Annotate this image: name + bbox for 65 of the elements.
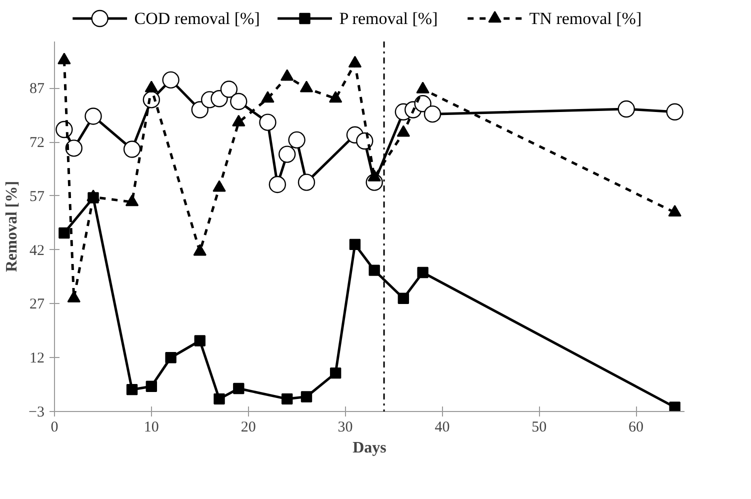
point — [259, 114, 276, 131]
y-tick-label: 12 — [30, 350, 44, 367]
point — [416, 82, 430, 94]
point — [220, 80, 238, 98]
x-tick-label: 30 — [338, 420, 353, 436]
point — [233, 382, 244, 394]
x-tick-label: 40 — [434, 420, 450, 436]
point — [123, 140, 141, 158]
point — [193, 244, 206, 256]
point — [212, 180, 226, 192]
y-tick-label: 72 — [30, 135, 44, 152]
point — [666, 103, 684, 120]
legend-label: P removal [%] — [339, 9, 438, 28]
point — [298, 174, 316, 191]
y-tick-label: −3 — [28, 404, 45, 420]
point — [330, 367, 342, 379]
point — [424, 105, 442, 123]
point — [368, 264, 380, 276]
point — [191, 101, 208, 118]
point — [268, 176, 286, 194]
point — [328, 91, 342, 103]
point — [65, 140, 82, 157]
y-tick-label: 57 — [30, 188, 45, 205]
point — [396, 125, 410, 137]
point — [280, 69, 294, 81]
x-tick-label: 20 — [240, 420, 256, 436]
point — [348, 56, 362, 68]
x-axis-title: Days — [352, 440, 386, 456]
y-tick-label: 42 — [30, 242, 44, 259]
point — [165, 352, 176, 364]
point — [349, 238, 361, 250]
legend-label: TN removal [%] — [529, 9, 642, 28]
point — [300, 391, 312, 402]
point — [214, 393, 225, 405]
point — [144, 80, 158, 92]
point — [668, 204, 682, 217]
point — [618, 100, 635, 118]
point — [146, 380, 158, 392]
y-axis-title: Removal [%] — [4, 180, 21, 272]
x-tick-label: 50 — [532, 420, 547, 436]
point — [288, 131, 306, 149]
y-tick-label: 87 — [30, 81, 45, 98]
y-tick-label: 27 — [30, 296, 45, 313]
point — [261, 91, 274, 103]
point — [417, 266, 428, 278]
point — [230, 92, 248, 110]
point — [282, 393, 293, 405]
point — [84, 108, 102, 125]
point — [125, 194, 139, 206]
x-tick-label: 10 — [144, 420, 159, 436]
point — [278, 146, 296, 163]
point — [126, 384, 138, 396]
point — [368, 170, 381, 182]
point — [398, 292, 410, 304]
legend-label: COD removal [%] — [134, 9, 260, 28]
x-tick-label: 60 — [628, 420, 644, 436]
point — [300, 80, 314, 92]
point — [58, 52, 71, 64]
point — [232, 114, 246, 126]
point — [194, 335, 206, 346]
x-tick-label: 0 — [50, 420, 58, 436]
point — [162, 71, 180, 89]
point — [86, 190, 100, 202]
point — [58, 227, 70, 239]
point — [669, 402, 680, 412]
